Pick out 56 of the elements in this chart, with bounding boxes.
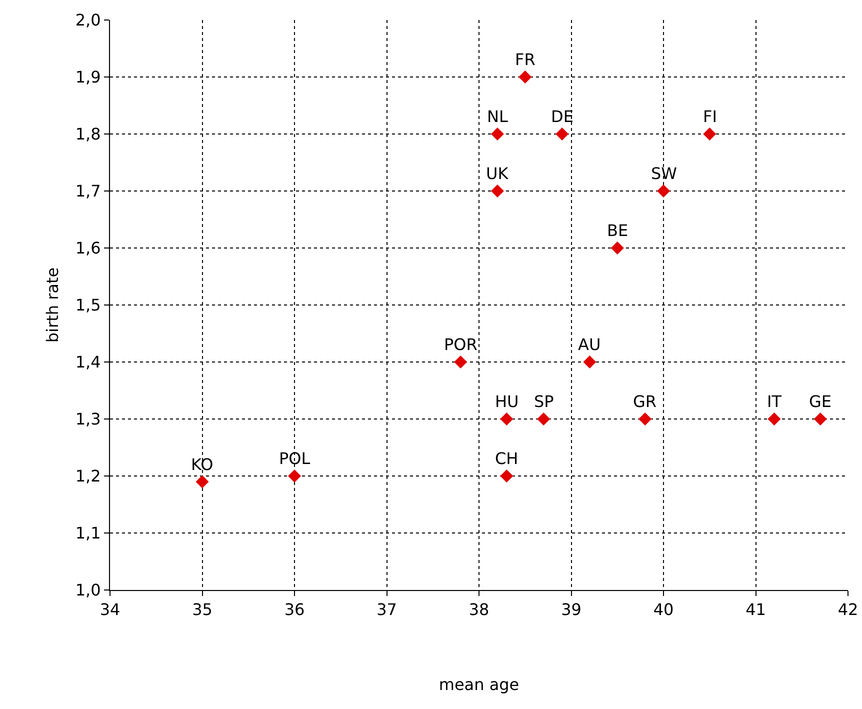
- y-tick-label: 1,1: [75, 524, 101, 543]
- y-tick-label: 1,3: [75, 410, 101, 429]
- annotation: BE: [607, 221, 628, 240]
- point: [610, 242, 624, 254]
- point: [703, 128, 716, 140]
- point: [500, 470, 514, 482]
- y-axis-title: birth rate: [43, 267, 62, 343]
- point: [556, 128, 569, 140]
- annotation: UK: [486, 164, 509, 183]
- annotation: HU: [495, 392, 519, 411]
- point: [768, 412, 781, 426]
- y-tick-label: 1,9: [75, 68, 101, 87]
- point: [537, 412, 550, 426]
- point: [288, 470, 301, 482]
- y-tick-label: 1,8: [75, 124, 101, 144]
- annotation: SW: [651, 164, 678, 183]
- point: [518, 70, 532, 84]
- annotation: GR: [633, 392, 657, 411]
- annotation: NL: [487, 107, 508, 126]
- x-tick-label: 41: [746, 600, 766, 620]
- x-tick-label: 42: [838, 600, 858, 620]
- y-tick-label: 1,6: [75, 238, 101, 258]
- point: [500, 412, 514, 426]
- point: [814, 412, 827, 426]
- point: [454, 356, 468, 368]
- x-tick-label: 38: [468, 600, 490, 620]
- annotation: POR: [444, 335, 478, 354]
- y-tick-label: 1,2: [75, 466, 101, 486]
- y-tick-label: 1,7: [75, 182, 101, 201]
- x-axis-title: mean age: [438, 674, 520, 694]
- annotation: CH: [495, 449, 518, 468]
- x-tick-label: 35: [192, 600, 212, 620]
- annotation: KO: [191, 455, 214, 474]
- annotation: GE: [809, 392, 832, 411]
- point: [657, 184, 670, 198]
- point: [490, 184, 504, 198]
- point: [490, 128, 504, 140]
- annotation: POL: [279, 449, 310, 468]
- point: [583, 356, 596, 368]
- x-tick-label: 39: [561, 600, 582, 620]
- x-tick-label: 36: [284, 600, 305, 620]
- y-tick-label: 1,0: [75, 580, 101, 600]
- annotation: FI: [703, 107, 717, 126]
- annotation: SP: [534, 392, 554, 411]
- y-tick-label: 1,4: [75, 352, 101, 372]
- x-tick-label: 40: [653, 600, 674, 620]
- annotation: AU: [578, 335, 601, 354]
- annotation: FR: [515, 50, 536, 69]
- annotation: IT: [767, 392, 782, 411]
- x-tick-label: 37: [376, 600, 397, 620]
- annotation: DE: [551, 107, 574, 126]
- x-tick-label: 34: [100, 600, 120, 620]
- y-tick-label: 1,5: [75, 296, 101, 315]
- y-tick-label: 2,0: [75, 10, 101, 30]
- point: [638, 412, 652, 426]
- point: [196, 475, 209, 488]
